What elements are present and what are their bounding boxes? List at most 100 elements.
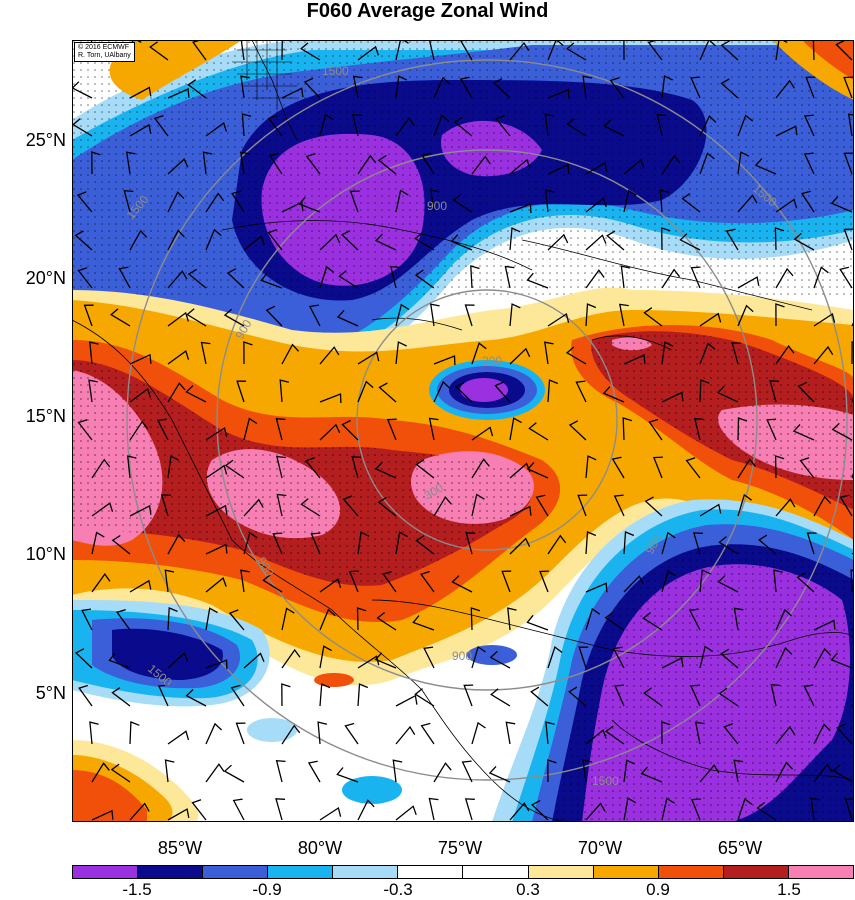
wind-barb [279,379,290,403]
wind-barb [317,721,328,745]
wind-barb [392,759,403,783]
wind-barb [129,387,152,403]
wind-barb [775,344,795,365]
wind-barb [813,312,836,327]
wind-barb [832,764,853,783]
wind-barb [544,341,554,365]
wind-barb [267,229,283,251]
wind-barb [167,88,190,99]
wind-barb [774,455,785,479]
wind-barb [453,116,473,137]
wind-barb [205,722,223,745]
wind-barb [129,86,152,99]
wind-barb [773,569,783,593]
wind-barb [623,158,645,175]
wind-barb [699,379,710,403]
wind-barb [775,267,794,289]
wind-barb [88,379,98,403]
wind-barb [796,572,815,593]
wind-barb [348,570,359,593]
lat-label-20n: 20°N [25,268,66,288]
wind-barb [578,646,589,669]
wind-barb [267,114,283,137]
wind-barb [720,40,739,61]
wind-barb [167,158,189,175]
wind-barb [699,764,720,783]
wind-barb [699,569,711,593]
shade-red-northeast [802,40,854,80]
wind-barb [644,496,663,517]
wind-barb [319,113,334,137]
wind-barb [528,422,549,441]
wind-barb [77,267,93,289]
wind-barb [547,40,564,61]
wind-barb [566,117,587,137]
wind-barb [319,346,340,365]
wind-barb [89,341,99,365]
colorbar-label: 0.3 [516,880,540,899]
wind-barb [733,759,744,783]
wind-barb [91,151,101,175]
wind-barb [843,228,854,251]
contour-label: 1500 [592,774,619,788]
wind-barb [471,458,490,479]
wind-barb [547,233,569,251]
wind-barb [260,272,283,289]
wind-barb [89,721,99,745]
wind-barb [415,535,435,555]
wind-barb [187,79,207,99]
wind-barb [240,40,250,61]
wind-barb [661,797,675,821]
wind-barb [756,801,777,821]
colorbar-segment [398,866,464,878]
contour-label: 300 [482,354,502,368]
wind-barb [775,125,798,137]
wind-barb [129,353,152,365]
wind-barb [91,502,114,517]
wind-barb [265,305,283,327]
wind-barb [224,459,245,479]
wind-barb [454,382,473,403]
wind-barb [205,504,228,517]
wind-barb [690,684,701,707]
wind-barb [129,504,152,517]
contour-label: 1500 [322,64,349,78]
wind-barb [618,303,629,327]
wind-barb [775,647,793,669]
wind-barb [803,114,815,137]
wind-barb [806,532,817,555]
wind-barb [699,503,722,517]
wind-barb [775,198,798,213]
wind-barb [414,688,435,707]
wind-barb [420,570,435,593]
wind-barb [612,646,625,669]
wind-barb [185,385,207,403]
wind-barb [226,268,245,289]
lon-label-65w: 65°W [717,838,763,858]
contour-label: 900 [427,199,447,213]
wind-barb [420,722,435,745]
colorbar-segment [723,866,789,878]
wind-barb [205,426,228,441]
wind-barb [421,152,435,175]
wind-barb [156,418,169,441]
wind-barb [414,232,435,251]
shade-orange-northwest [109,40,242,100]
wind-barb [149,41,169,61]
wind-barb [585,531,597,555]
wind-barb [305,457,321,479]
wind-barb [83,304,94,327]
wind-barb [319,265,335,289]
wind-barb [643,307,663,327]
wind-barb [275,417,286,441]
wind-barb [766,418,777,441]
wind-barb [160,494,171,517]
wind-barb [243,235,265,251]
wind-barb [307,760,321,783]
wind-barb [737,493,752,517]
lat-label-15n: 15°N [25,406,66,426]
wind-barb [737,276,760,289]
wind-barb [129,229,148,251]
wind-barb [299,42,321,61]
wind-barb [205,192,225,213]
